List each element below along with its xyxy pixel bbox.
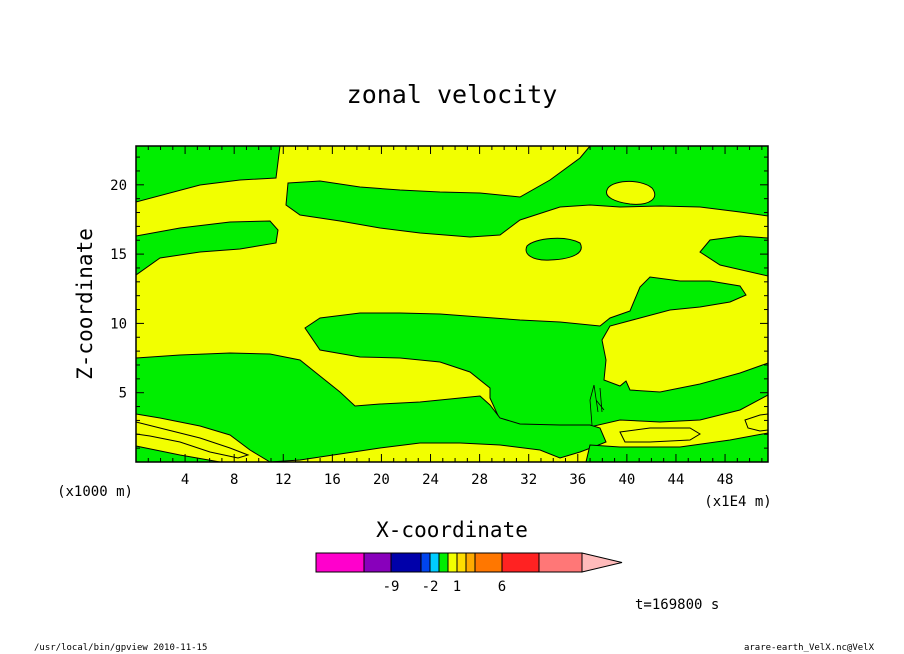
colorbar-segment — [447, 552, 458, 573]
positive-region-right-edge — [744, 413, 768, 432]
negative-region-upper-band — [285, 146, 768, 238]
time-label: t=169800 s — [635, 597, 719, 613]
x-tick-label: 36 — [569, 472, 586, 488]
colorbar-segment — [474, 552, 503, 573]
colorbar-labels: -9 -2 1 6 — [383, 579, 507, 595]
negative-region-right-bottom — [585, 432, 768, 462]
negative-region-lower-band — [136, 352, 607, 462]
x-tick-label: 48 — [717, 472, 734, 488]
colorbar-segment — [420, 552, 431, 573]
colorbar — [315, 552, 623, 573]
colorbar-tick-label: -2 — [422, 579, 439, 595]
footer-left: /usr/local/bin/gpview 2010-11-15 — [34, 643, 208, 653]
colorbar-tick-label: 6 — [498, 579, 506, 595]
x-unit-right: (x1E4 m) — [704, 494, 771, 510]
x-tick-label: 28 — [471, 472, 488, 488]
x-tick-label: 8 — [230, 472, 238, 488]
colorbar-segment — [429, 552, 440, 573]
x-tick-label: 12 — [275, 472, 292, 488]
colorbar-segment — [501, 552, 540, 573]
colorbar-segment — [465, 552, 476, 573]
x-tick-label: 16 — [324, 472, 341, 488]
colorbar-tick-label: 1 — [453, 579, 461, 595]
footer-right: arare-earth_VelX.nc@VelX — [743, 643, 874, 653]
colorbar-extend-arrow — [581, 552, 623, 573]
negative-region-top-left — [136, 146, 281, 203]
x-unit-left: (x1000 m) — [57, 484, 133, 500]
negative-region-small-loop-a — [606, 181, 656, 205]
chart-title: zonal velocity — [347, 80, 558, 109]
positive-region-lower-left — [136, 421, 250, 459]
colorbar-segment — [438, 552, 449, 573]
x-tick-label: 24 — [422, 472, 439, 488]
colorbar-segment — [390, 552, 422, 573]
negative-region-small-loop-b — [525, 237, 582, 261]
colorbar-tick-label: -9 — [383, 579, 400, 595]
x-tick-label: 40 — [618, 472, 635, 488]
x-tick-label: 20 — [373, 472, 390, 488]
colorbar-segment — [315, 552, 365, 573]
x-tick-label: 44 — [668, 472, 685, 488]
plot-area — [135, 145, 769, 463]
y-axis-label: Z-coordinate — [73, 228, 97, 380]
y-axis: 5 10 15 20 — [110, 156, 768, 449]
vortex-filament — [589, 384, 605, 426]
y-tick-label: 20 — [110, 178, 127, 194]
plot-frame — [135, 145, 769, 463]
y-tick-label: 10 — [110, 316, 127, 332]
x-axis-label: X-coordinate — [376, 518, 528, 542]
negative-region-right-mid — [699, 235, 768, 277]
x-axis: 4 8 12 16 20 24 28 32 36 40 44 48 — [147, 146, 763, 488]
y-tick-label: 5 — [119, 386, 127, 402]
y-tick-label: 15 — [110, 247, 127, 263]
x-tick-label: 4 — [181, 472, 189, 488]
negative-region-bottom-strip — [136, 445, 221, 462]
colorbar-segment — [363, 552, 392, 573]
x-tick-label: 32 — [520, 472, 537, 488]
positive-region-lower-right — [619, 427, 701, 443]
negative-region-left-mid — [136, 220, 279, 276]
colorbar-segment — [538, 552, 583, 573]
colorbar-segment — [456, 552, 467, 573]
